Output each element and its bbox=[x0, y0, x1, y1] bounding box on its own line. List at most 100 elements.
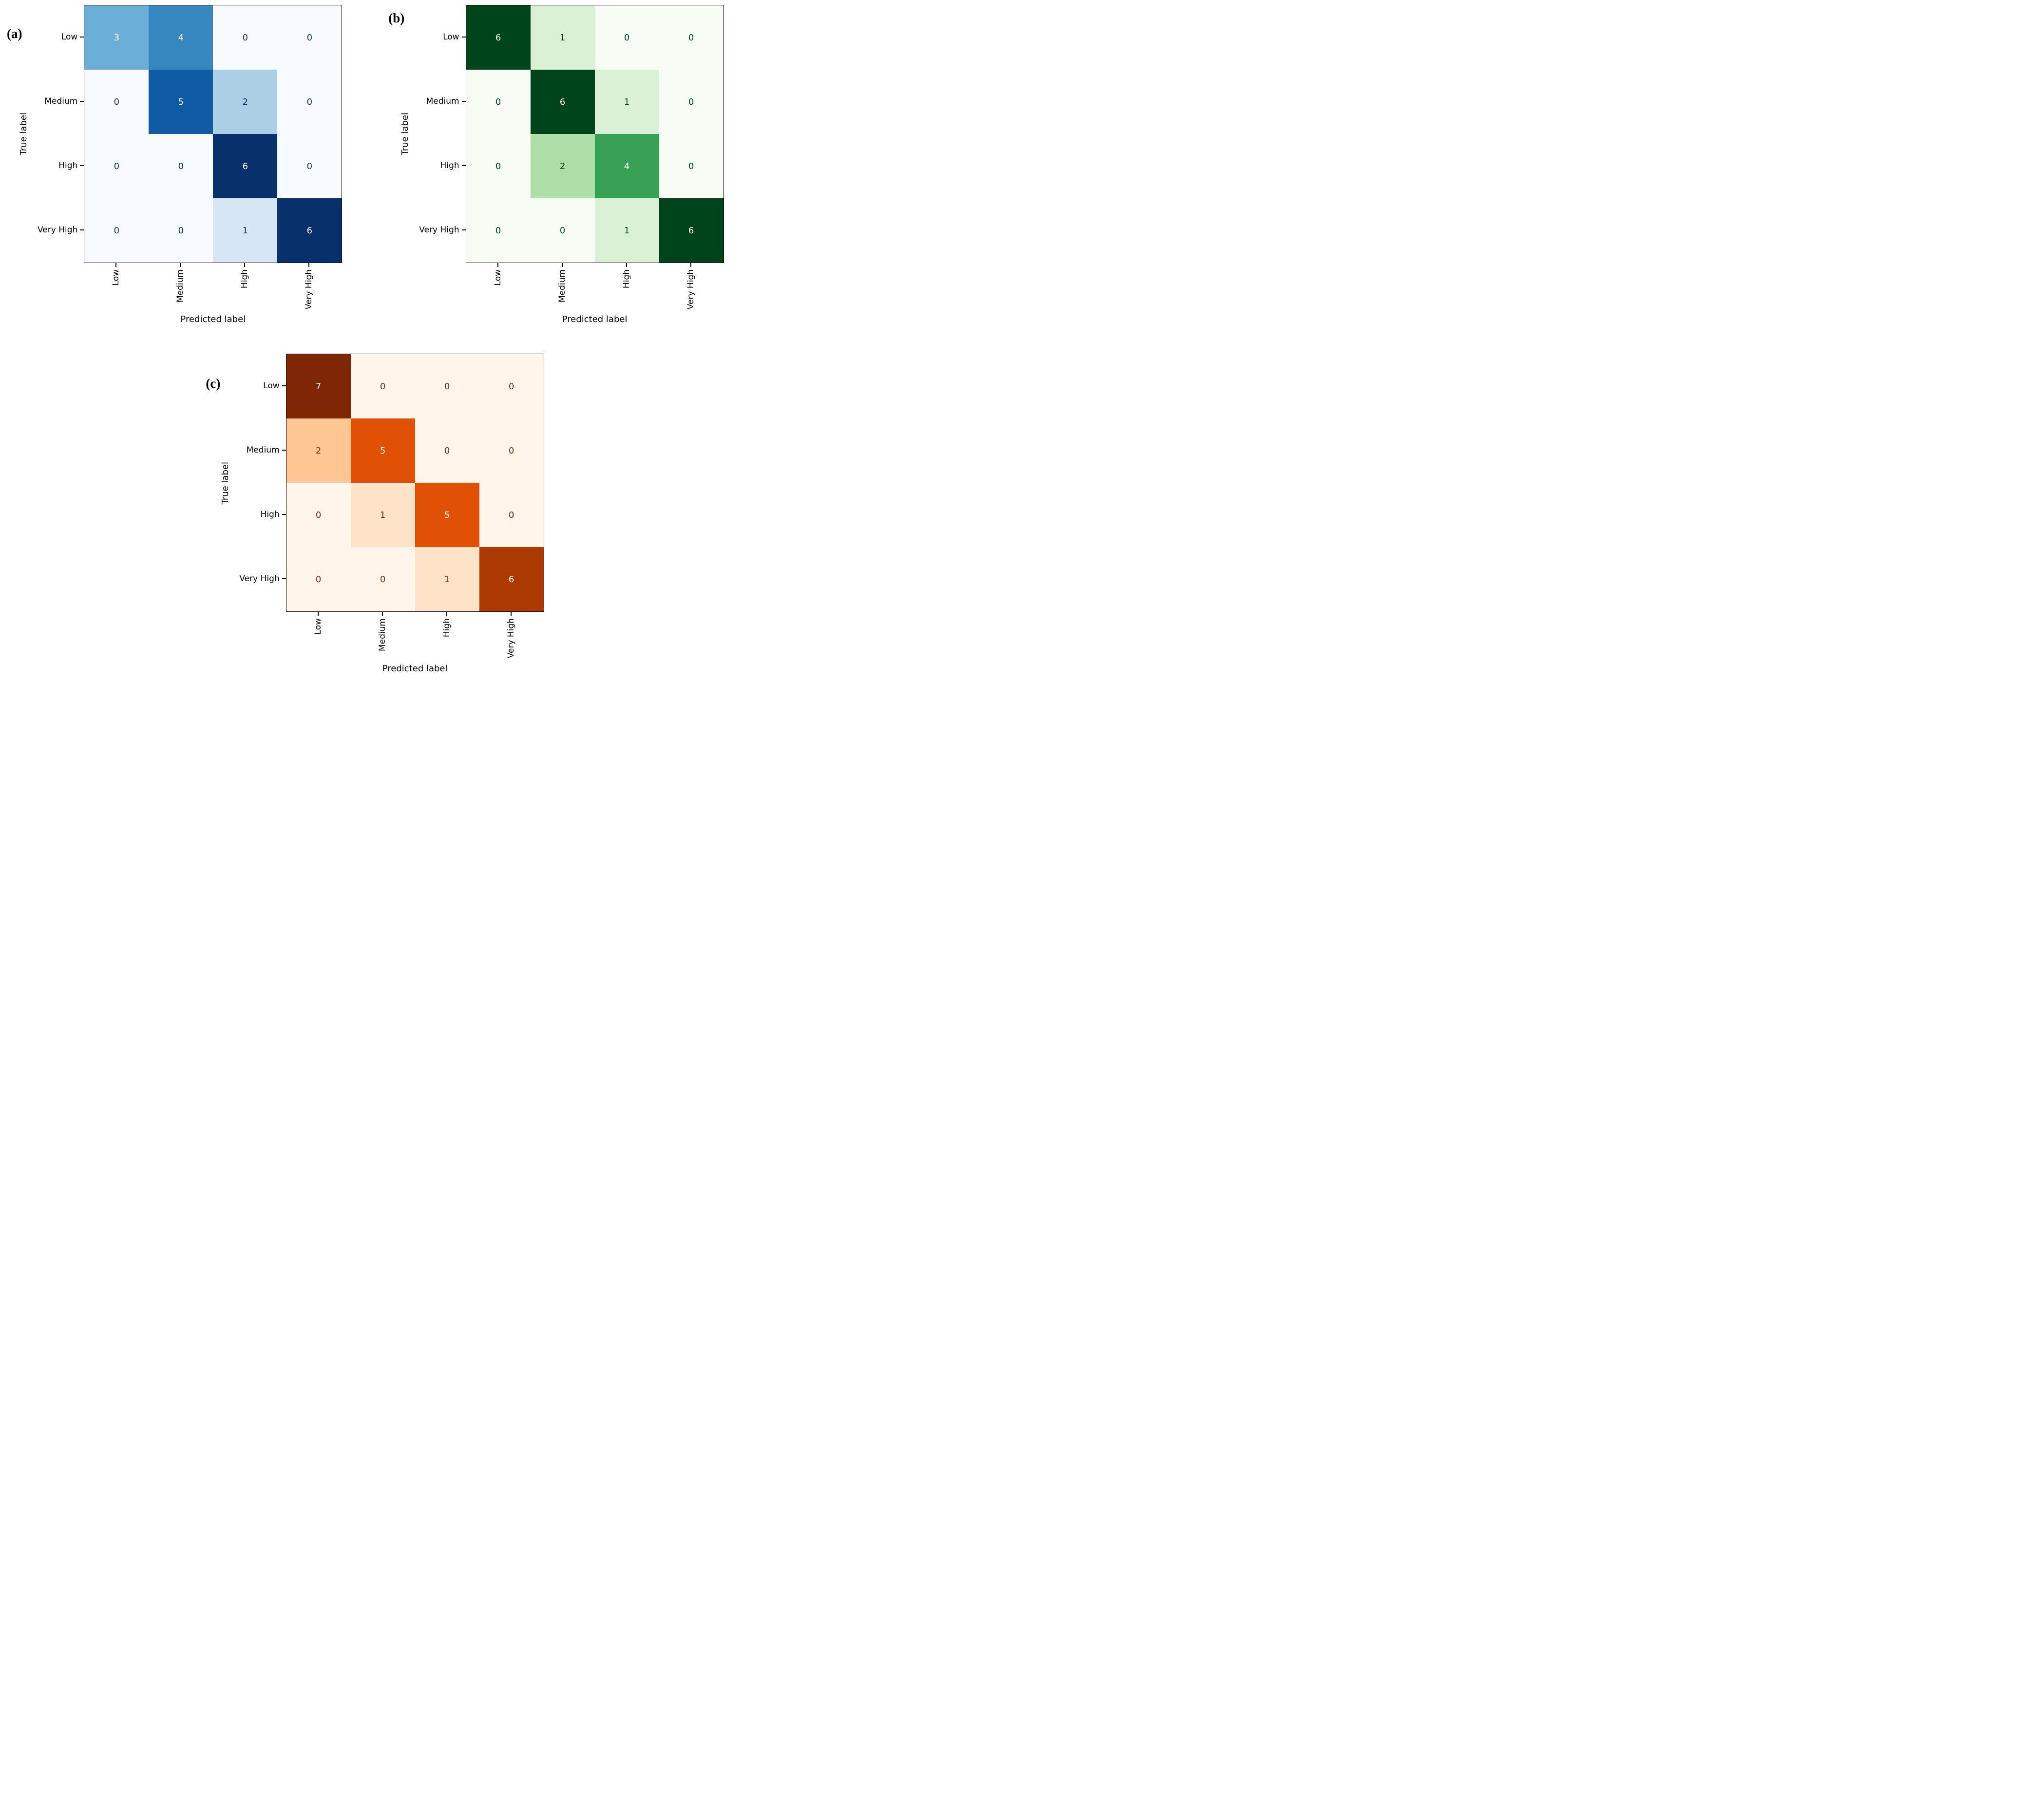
cell-a-low-high: 0 bbox=[213, 5, 278, 70]
y-tick-a-very-high: Very High bbox=[34, 198, 84, 262]
x-tick-text: Low bbox=[111, 269, 121, 286]
cell-b-medium-high: 1 bbox=[594, 70, 659, 134]
y-tick-labels-a: Low Medium High Very High bbox=[34, 5, 84, 263]
x-tick-text: High bbox=[621, 269, 631, 289]
y-axis-label-b: True label bbox=[400, 113, 411, 155]
x-tick-c-very-high: Very High bbox=[479, 612, 543, 659]
y-tick-a-medium: Medium bbox=[34, 69, 84, 133]
cell-b-medium-medium: 6 bbox=[530, 70, 595, 134]
cell-b-low-low: 6 bbox=[466, 5, 531, 70]
cell-a-medium-medium: 5 bbox=[149, 70, 213, 134]
cell-a-low-low: 3 bbox=[84, 5, 149, 70]
cell-c-high-very-high: 0 bbox=[479, 483, 544, 548]
x-tick-mark bbox=[317, 612, 319, 616]
x-tick-mark bbox=[244, 263, 246, 267]
cell-c-medium-very-high: 0 bbox=[479, 418, 544, 483]
x-tick-b-high: High bbox=[594, 263, 659, 309]
cell-a-medium-high: 2 bbox=[213, 70, 278, 134]
x-tick-mark bbox=[308, 263, 310, 267]
y-tick-labels-c: Low Medium High Very High bbox=[235, 354, 286, 612]
cell-b-low-very-high: 0 bbox=[659, 5, 723, 70]
x-tick-text: High bbox=[441, 618, 452, 638]
y-tick-a-high: High bbox=[34, 133, 84, 198]
panel-label-c: (c) bbox=[206, 376, 221, 391]
y-tick-c-very-high: Very High bbox=[235, 547, 286, 611]
x-tick-text: Medium bbox=[175, 269, 186, 303]
y-tick-b-very-high: Very High bbox=[415, 198, 466, 262]
cell-c-low-very-high: 0 bbox=[479, 354, 544, 419]
cell-c-very-high-high: 1 bbox=[415, 547, 479, 612]
x-tick-c-high: High bbox=[415, 612, 479, 658]
cell-b-very-high-low: 0 bbox=[466, 198, 531, 263]
y-tick-mark bbox=[461, 37, 466, 38]
y-tick-text: Medium bbox=[246, 445, 280, 455]
cell-c-low-high: 0 bbox=[415, 354, 479, 419]
y-tick-text: Low bbox=[263, 381, 280, 391]
x-tick-mark bbox=[561, 263, 563, 267]
cell-c-very-high-very-high: 6 bbox=[479, 547, 544, 612]
cell-c-low-low: 7 bbox=[286, 354, 351, 419]
y-tick-mark bbox=[80, 101, 84, 102]
y-tick-mark bbox=[282, 385, 286, 387]
y-tick-a-low: Low bbox=[34, 5, 84, 69]
y-tick-mark bbox=[461, 229, 466, 230]
cell-a-high-medium: 0 bbox=[149, 134, 213, 198]
x-tick-b-medium: Medium bbox=[530, 263, 594, 309]
x-tick-mark bbox=[180, 263, 181, 267]
x-tick-text: Medium bbox=[557, 269, 567, 303]
cell-b-low-medium: 1 bbox=[530, 5, 595, 70]
x-tick-text: Low bbox=[313, 618, 323, 635]
x-tick-mark bbox=[497, 263, 498, 267]
cell-b-high-low: 0 bbox=[466, 134, 531, 198]
y-tick-mark bbox=[282, 450, 286, 451]
y-tick-b-medium: Medium bbox=[415, 69, 466, 133]
y-tick-mark bbox=[282, 514, 286, 515]
y-tick-text: Very High bbox=[239, 574, 280, 584]
cell-b-high-medium: 2 bbox=[530, 134, 595, 198]
cell-a-low-medium: 4 bbox=[149, 5, 213, 70]
y-tick-mark bbox=[461, 101, 466, 102]
cell-b-high-very-high: 0 bbox=[659, 134, 723, 198]
y-tick-text: High bbox=[440, 161, 459, 171]
y-tick-text: Medium bbox=[44, 96, 78, 106]
cell-c-very-high-medium: 0 bbox=[350, 547, 415, 612]
cell-b-very-high-medium: 0 bbox=[530, 198, 595, 263]
x-tick-mark bbox=[626, 263, 627, 267]
x-tick-mark bbox=[690, 263, 691, 267]
x-axis-label-b: Predicted label bbox=[562, 314, 628, 325]
y-tick-text: High bbox=[260, 510, 280, 520]
x-tick-a-low: Low bbox=[84, 263, 148, 309]
cell-b-medium-very-high: 0 bbox=[659, 70, 723, 134]
y-tick-b-high: High bbox=[415, 133, 466, 198]
cell-a-low-very-high: 0 bbox=[277, 5, 342, 70]
x-tick-text: High bbox=[240, 269, 250, 289]
cell-b-high-high: 4 bbox=[594, 134, 659, 198]
cell-c-high-medium: 1 bbox=[350, 483, 415, 548]
x-tick-text: Very High bbox=[304, 269, 314, 310]
cell-a-very-high-high: 1 bbox=[213, 198, 278, 263]
cell-a-very-high-medium: 0 bbox=[149, 198, 213, 263]
cell-b-very-high-very-high: 6 bbox=[659, 198, 723, 263]
cell-b-medium-low: 0 bbox=[466, 70, 531, 134]
y-tick-mark bbox=[80, 229, 84, 230]
y-tick-c-high: High bbox=[235, 482, 286, 547]
x-tick-a-high: High bbox=[212, 263, 277, 309]
y-tick-text: Very High bbox=[38, 225, 78, 235]
x-tick-c-low: Low bbox=[286, 612, 350, 658]
y-tick-mark bbox=[80, 165, 84, 166]
x-tick-a-medium: Medium bbox=[148, 263, 212, 309]
x-tick-mark bbox=[381, 612, 383, 616]
y-tick-text: Low bbox=[443, 32, 459, 42]
x-tick-a-very-high: Very High bbox=[277, 263, 341, 309]
y-axis-label-c: True label bbox=[220, 461, 231, 505]
cell-c-high-low: 0 bbox=[286, 483, 351, 548]
cell-a-high-very-high: 0 bbox=[277, 134, 342, 198]
cell-a-high-low: 0 bbox=[84, 134, 149, 198]
y-axis-label-a: True label bbox=[19, 113, 29, 155]
cell-c-very-high-low: 0 bbox=[286, 547, 351, 612]
x-tick-text: Very High bbox=[506, 618, 516, 659]
